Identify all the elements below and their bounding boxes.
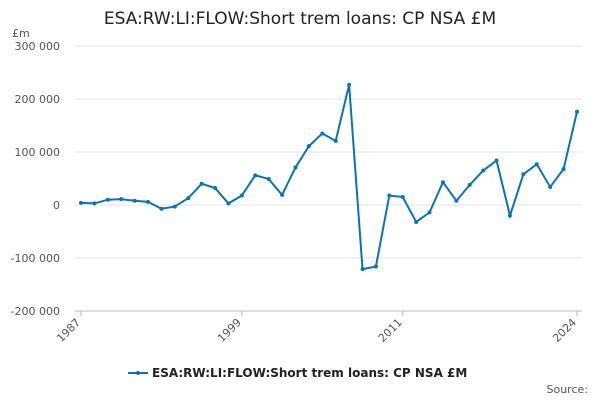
point	[440, 180, 445, 185]
point	[146, 199, 151, 204]
point	[494, 158, 499, 163]
y-unit: £m	[12, 27, 30, 40]
point	[387, 193, 392, 198]
point	[561, 166, 566, 171]
point	[400, 195, 405, 200]
point	[481, 168, 486, 173]
y-tick-label: 200 000	[15, 93, 61, 106]
point	[454, 198, 459, 203]
point	[521, 172, 526, 177]
point	[159, 206, 164, 211]
x-tick-label: 1999	[215, 316, 244, 345]
point	[105, 197, 110, 202]
point	[213, 186, 218, 191]
point	[266, 177, 271, 182]
point	[414, 219, 419, 224]
point	[575, 109, 579, 114]
legend-marker	[136, 371, 140, 375]
point	[79, 200, 83, 205]
y-tick-label: 0	[53, 199, 60, 212]
legend-label: ESA:RW:LI:FLOW:Short trem loans: CP NSA …	[152, 366, 467, 380]
point	[253, 173, 258, 178]
point	[239, 193, 244, 198]
point	[333, 138, 338, 143]
point	[199, 181, 204, 186]
line	[80, 84, 578, 271]
x-tick-label: 1987	[54, 316, 83, 345]
x-tick-label: 2011	[376, 316, 405, 345]
point	[92, 201, 97, 206]
y-tick-label: -200 000	[11, 305, 60, 318]
y-tick-label: 100 000	[15, 146, 61, 159]
point	[280, 192, 285, 197]
point	[360, 267, 365, 272]
point	[347, 82, 352, 87]
point	[293, 165, 298, 170]
point	[132, 198, 137, 203]
point	[172, 204, 177, 209]
point	[320, 131, 325, 136]
point	[427, 210, 432, 215]
chart-title: ESA:RW:LI:FLOW:Short trem loans: CP NSA …	[104, 9, 496, 29]
point	[373, 264, 378, 269]
point	[534, 162, 539, 167]
point	[467, 182, 472, 187]
point	[119, 197, 124, 202]
y-tick-label: -100 000	[11, 252, 60, 265]
y-tick-label: 300 000	[15, 40, 61, 53]
point	[226, 201, 231, 206]
point	[507, 213, 512, 218]
point	[548, 184, 553, 189]
source: Source:	[547, 383, 589, 396]
point	[306, 144, 311, 149]
point	[186, 196, 191, 201]
x-tick-label: 2024	[550, 316, 579, 345]
